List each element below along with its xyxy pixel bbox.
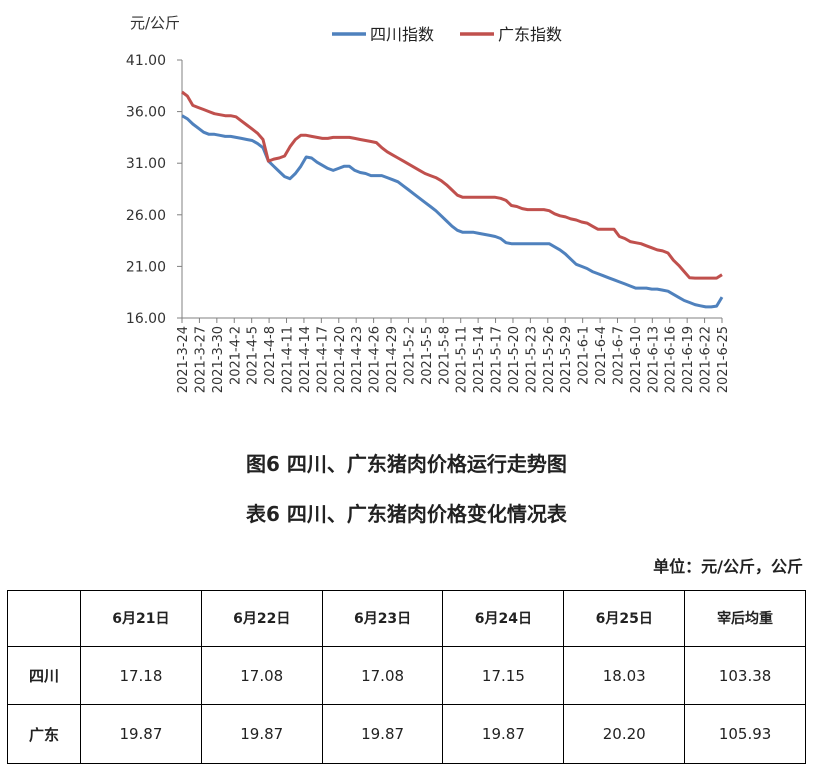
x-tick-label: 2021-5-29 xyxy=(559,326,574,393)
table-cell: 17.08 xyxy=(321,645,444,706)
x-tick-label: 2021-5-17 xyxy=(490,326,505,393)
x-tick-label: 2021-5-8 xyxy=(437,326,452,385)
row-label: 广东 xyxy=(7,704,81,764)
table-header-row: 6月21日 6月22日 6月23日 6月24日 6月25日 宰后均重 xyxy=(7,590,806,647)
x-tick-label: 2021-4-14 xyxy=(298,326,313,393)
table-caption: 表6 四川、广东猪肉价格变化情况表 xyxy=(246,502,567,526)
y-tick-label: 21.00 xyxy=(126,259,166,275)
x-tick-label: 2021-5-20 xyxy=(507,326,522,393)
header-cell: 6月23日 xyxy=(321,590,444,647)
y-tick-label: 31.00 xyxy=(126,156,166,172)
x-tick-label: 2021-4-26 xyxy=(368,326,383,393)
table-cell: 105.93 xyxy=(684,704,806,764)
x-tick-label: 2021-4-23 xyxy=(350,326,365,393)
table-cell: 17.08 xyxy=(200,645,323,706)
table-cell: 18.03 xyxy=(563,645,686,706)
table-cell: 19.87 xyxy=(321,704,444,764)
x-tick-label: 2021-6-1 xyxy=(577,326,592,385)
legend-label: 广东指数 xyxy=(498,25,562,44)
legend-label: 四川指数 xyxy=(370,25,434,44)
table-cell: 19.87 xyxy=(200,704,323,764)
x-tick-label: 2021-4-17 xyxy=(315,326,330,393)
table-row: 四川 17.18 17.08 17.08 17.15 18.03 103.38 xyxy=(7,645,806,706)
x-tick-label: 2021-4-5 xyxy=(246,326,261,385)
figure-caption: 图6 四川、广东猪肉价格运行走势图 xyxy=(246,452,567,476)
x-tick-label: 2021-4-29 xyxy=(385,326,400,393)
header-cell xyxy=(7,590,81,647)
price-table: 6月21日 6月22日 6月23日 6月24日 6月25日 宰后均重 四川 17… xyxy=(7,590,806,764)
x-tick-label: 2021-4-20 xyxy=(333,326,348,393)
series-line-guangdong xyxy=(181,90,723,280)
x-tick-label: 2021-5-2 xyxy=(402,326,417,385)
x-tick-label: 2021-4-8 xyxy=(263,326,278,385)
x-tick-label: 2021-4-11 xyxy=(281,326,296,393)
table-row: 广东 19.87 19.87 19.87 19.87 20.20 105.93 xyxy=(7,704,806,764)
header-cell: 6月25日 xyxy=(563,590,686,647)
x-tick-label: 2021-5-14 xyxy=(472,326,487,393)
table-cell: 17.18 xyxy=(80,645,202,706)
x-tick-label: 2021-5-11 xyxy=(455,326,470,393)
table-cell: 19.87 xyxy=(80,704,202,764)
x-tick-label: 2021-6-19 xyxy=(681,326,696,393)
header-cell: 6月22日 xyxy=(200,590,323,647)
y-tick-label: 26.00 xyxy=(126,208,166,224)
x-tick-label: 2021-5-23 xyxy=(524,326,539,393)
x-tick-label: 2021-3-27 xyxy=(193,326,208,393)
x-tick-label: 2021-6-16 xyxy=(664,326,679,393)
price-trend-chart: 元/公斤 41.00 36.00 31.00 26.00 21.00 16.00 2021-3… xyxy=(126,14,731,393)
x-tick-label: 2021-6-10 xyxy=(629,326,644,393)
header-cell: 6月21日 xyxy=(80,590,202,647)
x-tick-label: 2021-6-7 xyxy=(611,326,626,385)
x-tick-label: 2021-5-26 xyxy=(542,326,557,393)
x-tick-label: 2021-6-22 xyxy=(699,326,714,393)
table-cell: 103.38 xyxy=(684,645,806,706)
header-cell: 宰后均重 xyxy=(684,590,806,647)
y-tick-label: 16.00 xyxy=(126,311,166,327)
y-axis-unit-label: 元/公斤 xyxy=(130,14,180,32)
x-tick-label: 2021-6-4 xyxy=(594,326,609,385)
header-cell: 6月24日 xyxy=(442,590,565,647)
x-tick-label: 2021-5-5 xyxy=(420,326,435,385)
x-tick-label: 2021-6-13 xyxy=(646,326,661,393)
y-tick-label: 41.00 xyxy=(126,53,166,69)
y-tick-label: 36.00 xyxy=(126,105,166,121)
x-tick-label: 2021-3-30 xyxy=(211,326,226,393)
table-cell: 20.20 xyxy=(563,704,686,764)
x-tick-label: 2021-4-2 xyxy=(228,326,243,385)
row-label: 四川 xyxy=(7,645,81,706)
x-tick-label: 2021-3-24 xyxy=(176,326,191,393)
table-cell: 19.87 xyxy=(442,704,565,764)
series-line-sichuan xyxy=(181,114,724,309)
unit-label: 单位：元/公斤，公斤 xyxy=(653,557,803,576)
table-cell: 17.15 xyxy=(442,645,565,706)
x-tick-label: 2021-6-25 xyxy=(716,326,731,393)
